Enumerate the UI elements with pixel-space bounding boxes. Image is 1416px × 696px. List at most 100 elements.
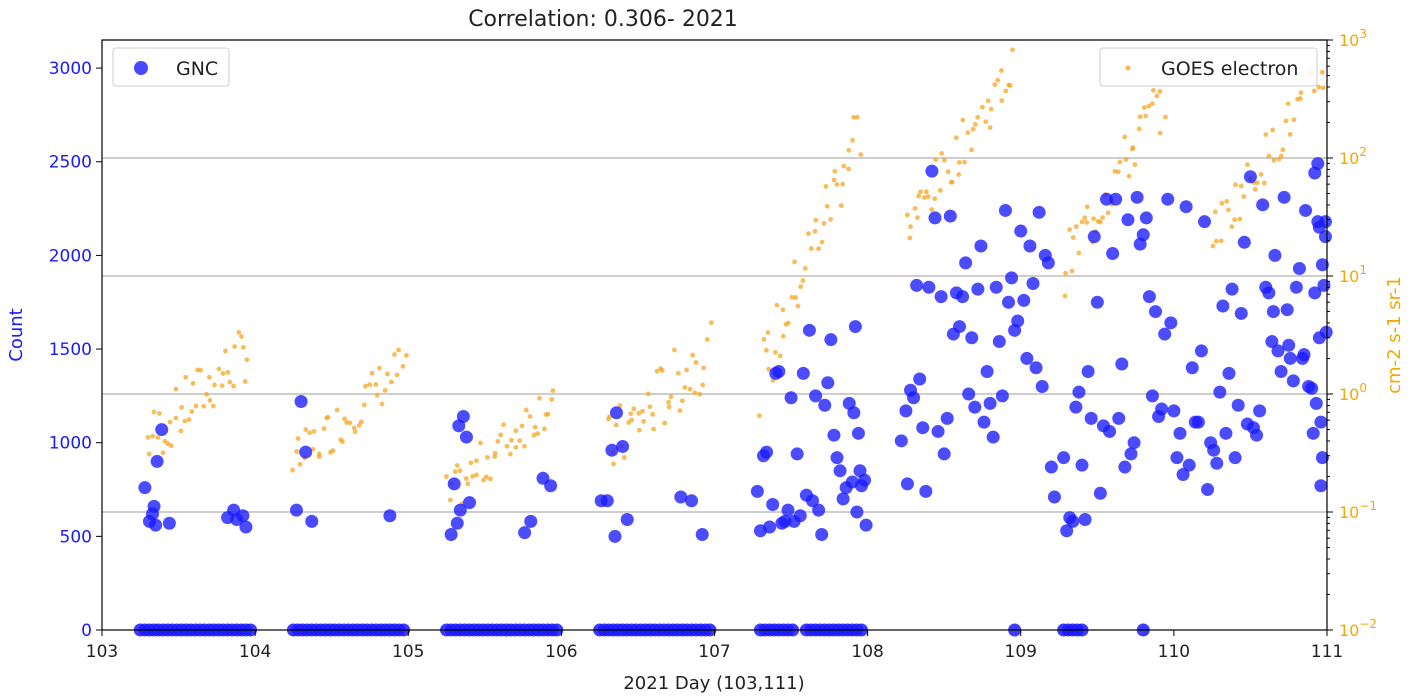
gnc-point — [956, 290, 970, 304]
gnc-point — [1176, 468, 1190, 482]
gnc-point — [1023, 239, 1037, 253]
goes-point — [470, 473, 476, 479]
goes-point — [1320, 85, 1326, 91]
goes-point — [204, 391, 209, 397]
goes-point — [1297, 96, 1303, 101]
goes-point — [474, 458, 479, 464]
goes-point — [1062, 293, 1068, 299]
goes-point — [922, 195, 927, 200]
goes-point — [513, 444, 519, 450]
gnc-point — [750, 484, 764, 498]
gnc-point — [928, 211, 942, 225]
gnc-point — [919, 484, 933, 498]
gnc-point — [1044, 460, 1058, 474]
goes-point — [1224, 198, 1230, 204]
gnc-point — [674, 490, 688, 504]
goes-point — [700, 382, 706, 388]
goes-point — [232, 344, 238, 349]
gnc-point — [937, 447, 951, 461]
goes-point — [1003, 88, 1009, 94]
goes-point — [1063, 270, 1068, 276]
gnc-point — [1032, 205, 1046, 219]
gnc-point — [600, 494, 614, 508]
gnc-point — [305, 514, 319, 528]
goes-point — [636, 427, 642, 433]
gnc-series — [133, 157, 1333, 637]
goes-point — [979, 104, 985, 110]
goes-point — [519, 423, 525, 429]
goes-point — [1067, 227, 1073, 232]
y-left-tick-label: 2000 — [49, 246, 92, 266]
gnc-point — [894, 434, 908, 448]
gnc-point — [1155, 402, 1169, 416]
goes-point — [912, 205, 918, 211]
gnc-point — [1309, 396, 1323, 410]
goes-point — [1298, 90, 1304, 96]
goes-point — [621, 455, 627, 460]
gnc-point — [859, 518, 873, 532]
gnc-point — [1305, 381, 1319, 395]
gnc-point — [1318, 230, 1332, 244]
goes-point — [828, 216, 833, 222]
goes-point — [1232, 217, 1238, 223]
goes-point — [1213, 238, 1219, 244]
goes-point — [513, 428, 519, 434]
goes-point — [1132, 162, 1138, 167]
goes-point — [225, 369, 231, 375]
goes-point — [173, 386, 179, 392]
goes-point — [1136, 126, 1142, 132]
goes-point — [780, 333, 786, 339]
gnc-point — [1011, 314, 1025, 328]
gnc-point — [1167, 404, 1181, 418]
gnc-point — [922, 280, 936, 294]
goes-point — [645, 391, 651, 397]
x-tick-label: 106 — [545, 642, 577, 662]
gnc-point — [1243, 170, 1257, 184]
goes-point — [295, 436, 301, 441]
goes-point — [611, 461, 616, 467]
goes-point — [379, 401, 385, 407]
goes-point — [819, 239, 825, 245]
goes-point — [501, 422, 506, 428]
gnc-point — [784, 391, 798, 405]
goes-point — [244, 357, 250, 363]
goes-point — [841, 163, 847, 169]
goes-point — [457, 468, 463, 473]
gnc-point — [383, 509, 397, 523]
x-tick-label: 103 — [86, 642, 118, 662]
gnc-point — [851, 426, 865, 440]
goes-point — [173, 415, 179, 421]
goes-point — [1261, 180, 1267, 186]
goes-point — [1115, 169, 1121, 175]
gnc-point — [793, 509, 807, 523]
gnc-point — [1158, 327, 1172, 341]
goes-point — [294, 448, 300, 454]
grid — [102, 39, 1327, 513]
gnc-point — [1253, 404, 1267, 418]
gnc-point — [1268, 248, 1282, 262]
goes-point — [523, 407, 529, 413]
goes-point — [953, 135, 959, 141]
goes-point — [495, 438, 501, 444]
gnc-point — [766, 498, 780, 512]
gnc-point — [1299, 203, 1313, 217]
gnc-point — [815, 527, 829, 541]
goes-point — [1100, 215, 1105, 221]
gnc-point — [1194, 344, 1208, 358]
y-left-tick-label: 500 — [60, 527, 92, 547]
goes-point — [316, 454, 322, 460]
gnc-point — [1118, 460, 1132, 474]
goes-point — [918, 189, 923, 195]
goes-point — [1105, 210, 1111, 216]
gnc-point — [1093, 486, 1107, 500]
goes-point — [376, 365, 382, 371]
goes-point — [1219, 200, 1225, 206]
goes-point — [178, 428, 184, 434]
goes-point — [1287, 131, 1293, 137]
goes-point — [795, 303, 801, 309]
goes-point — [1069, 268, 1075, 274]
goes-point — [945, 169, 951, 175]
goes-point — [374, 392, 380, 398]
goes-point — [904, 212, 910, 218]
goes-point — [168, 443, 174, 449]
